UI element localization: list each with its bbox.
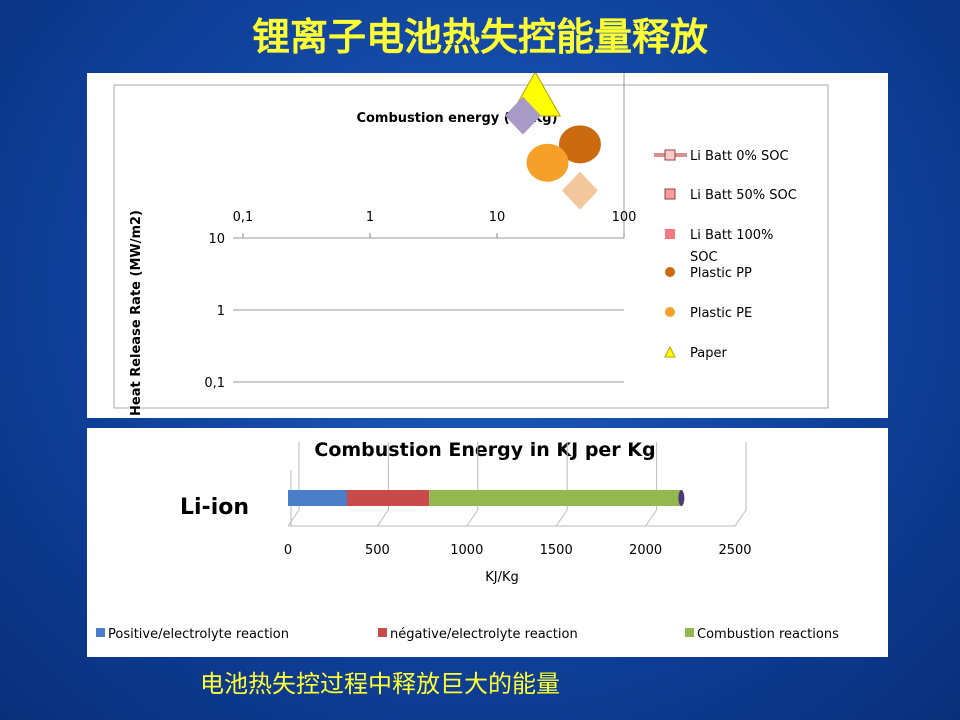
legend-marker [685, 628, 694, 637]
legend-marker [664, 149, 676, 161]
chart-panel-1: Combustion energy (MJ/Kg) Heat Release R… [87, 22, 888, 463]
y-axis-label: Heat Release Rate (MW/m2) [129, 210, 144, 416]
legend-label: Li Batt 0% SOC [690, 149, 789, 164]
legend-marker [665, 229, 675, 239]
gridline [466, 442, 479, 527]
legend-label: Li Batt 100% [690, 228, 773, 243]
legend-label: Positive/electrolyte reaction [108, 627, 289, 642]
category-label: Li-ion [180, 495, 249, 520]
point-diamond [561, 171, 598, 210]
x-tick-label: 0,1 [233, 210, 254, 225]
gridline [376, 442, 389, 527]
legend-marker [665, 307, 675, 317]
legend-label: SOC [690, 250, 718, 265]
slide-title: 锂离子电池热失控能量释放 [251, 15, 708, 59]
legend-label: Paper [690, 346, 727, 361]
x-axis-label: KJ/Kg [485, 570, 519, 585]
x-tick-label: 0 [284, 543, 292, 558]
gridline [734, 442, 747, 527]
x-tick-label: 1 [366, 210, 374, 225]
bar-segment-0 [288, 490, 348, 506]
slide-caption: 电池热失控过程中释放巨大的能量 [200, 670, 560, 698]
plot-frame [113, 84, 829, 409]
chart-title: Combustion Energy in KJ per Kg [314, 439, 655, 461]
legend-marker [665, 267, 675, 277]
x-tick-label: 2000 [629, 543, 662, 558]
bar-cap [678, 490, 685, 506]
legend-marker [96, 628, 105, 637]
bar-segment-1 [347, 490, 430, 506]
x-tick-label: 1500 [540, 543, 573, 558]
point-plastic-pp [558, 125, 601, 164]
y-tick-label: 10 [208, 232, 225, 247]
legend-label: Li Batt 50% SOC [690, 188, 797, 203]
legend-marker [664, 345, 676, 358]
legend-label: négative/electrolyte reaction [390, 627, 578, 642]
gridline [287, 442, 300, 527]
legend-marker [664, 188, 676, 200]
y-tick-label: 0,1 [204, 376, 225, 391]
x-tick-label: 10 [489, 210, 506, 225]
x-tick-label: 1000 [450, 543, 483, 558]
bar-segment-2 [429, 490, 682, 506]
legend-label: Plastic PP [690, 266, 752, 281]
legend-label: Combustion reactions [697, 627, 839, 642]
gridline [645, 442, 658, 527]
x-tick-label: 100 [612, 210, 637, 225]
legend-marker [378, 628, 387, 637]
y-tick-label: 1 [217, 304, 225, 319]
x-tick-label: 2500 [718, 543, 751, 558]
bar-chart: Combustion Energy in KJ per Kg Li-ion KJ… [96, 439, 839, 642]
legend-label: Plastic PE [690, 306, 752, 321]
chart-panel-2: Combustion Energy in KJ per Kg Li-ion KJ… [87, 428, 888, 657]
gridline [555, 442, 568, 527]
scatter-chart: Combustion energy (MJ/Kg) Heat Release R… [113, 22, 829, 463]
x-tick-label: 500 [365, 543, 390, 558]
point-plastic-pe [526, 143, 569, 182]
